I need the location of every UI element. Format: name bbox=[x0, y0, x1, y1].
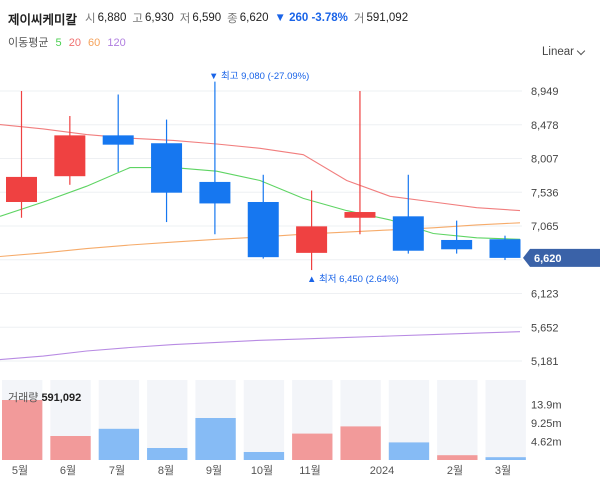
y-tick-label: 8,949 bbox=[531, 86, 559, 98]
moving-average-legend: 이동평균 5 20 60 120 bbox=[8, 34, 130, 50]
volume-value: 591,092 bbox=[366, 12, 409, 24]
candle-body bbox=[489, 239, 521, 258]
ma20-line bbox=[0, 124, 521, 212]
volume-bar bbox=[243, 452, 285, 460]
x-tick-label: 8월 bbox=[158, 464, 174, 477]
current-price-tag bbox=[523, 248, 600, 267]
ma-20-legend[interactable]: 20 bbox=[68, 37, 81, 49]
ma120-line bbox=[0, 331, 521, 361]
volume-column-bg bbox=[243, 380, 285, 460]
y-tick-label: 5,181 bbox=[531, 356, 559, 368]
close-label: 종 bbox=[227, 13, 238, 25]
volume-tick-label: 4.62m bbox=[531, 437, 562, 449]
ma-60-legend[interactable]: 60 bbox=[88, 37, 101, 49]
candle-body bbox=[151, 143, 183, 193]
volume-column-bg bbox=[437, 380, 478, 460]
open-label: 시 bbox=[85, 13, 96, 25]
low-value: 6,590 bbox=[192, 12, 222, 24]
volume-title: 거래량 591,092 bbox=[8, 389, 81, 405]
candle-body bbox=[296, 226, 328, 253]
stock-name: 제이씨케미칼 bbox=[8, 12, 78, 27]
open-value: 6,880 bbox=[97, 12, 127, 24]
high-value: 6,930 bbox=[144, 12, 174, 24]
y-tick-label: 8,007 bbox=[531, 154, 559, 166]
scale-dropdown[interactable]: Linear bbox=[542, 46, 586, 58]
x-tick-label: 9월 bbox=[206, 464, 222, 477]
volume-bar bbox=[98, 428, 140, 460]
ma-legend-label: 이동평균 bbox=[8, 37, 49, 49]
volume-title-value: 591,092 bbox=[41, 392, 82, 404]
high-label: 고 bbox=[132, 13, 143, 25]
min-price-annotation: ▲ 최저 6,450 (2.64%) bbox=[307, 274, 399, 285]
volume-bar bbox=[292, 433, 333, 460]
candle-body bbox=[392, 216, 424, 251]
volume-bar bbox=[50, 436, 91, 460]
volume-label: 거 bbox=[353, 13, 365, 25]
x-tick-label: 5월 bbox=[12, 464, 28, 477]
candle-body bbox=[102, 135, 134, 145]
x-tick-label: 3월 bbox=[495, 464, 511, 477]
volume-bar bbox=[340, 426, 381, 460]
candle-body bbox=[54, 135, 86, 177]
volume-column-bg bbox=[485, 380, 526, 460]
volume-column-bg bbox=[147, 380, 188, 460]
max-price-annotation: ▼ 최고 9,080 (-27.09%) bbox=[209, 71, 309, 82]
x-tick-label: 6월 bbox=[60, 464, 76, 477]
volume-tick-label: 9.25m bbox=[531, 418, 562, 430]
current-price-label: 6,620 bbox=[534, 253, 562, 265]
ma-5-legend[interactable]: 5 bbox=[55, 37, 62, 49]
volume-bar bbox=[388, 442, 430, 460]
x-tick-label: 10월 bbox=[251, 464, 273, 477]
price-change: ▼ 260 -3.78% bbox=[274, 12, 348, 24]
volume-title-label: 거래량 bbox=[8, 392, 39, 404]
y-tick-label: 5,652 bbox=[531, 322, 559, 334]
scale-label: Linear bbox=[542, 46, 574, 58]
y-tick-label: 7,536 bbox=[531, 187, 559, 199]
ma5-line bbox=[0, 167, 521, 240]
candle-body bbox=[247, 201, 279, 258]
stock-header: 제이씨케미칼 시 6,880 고 6,930 저 6,590 종 6,620 ▼… bbox=[8, 8, 414, 28]
x-tick-label: 11월 bbox=[299, 464, 321, 477]
x-tick-label: 2024 bbox=[370, 465, 394, 477]
ma-120-legend[interactable]: 120 bbox=[107, 37, 126, 49]
volume-bar bbox=[437, 455, 478, 460]
volume-bar bbox=[485, 457, 526, 460]
candle-body bbox=[344, 212, 376, 218]
candle-body bbox=[6, 176, 37, 202]
y-tick-label: 7,065 bbox=[531, 221, 559, 233]
x-tick-label: 7월 bbox=[109, 464, 125, 477]
volume-tick-label: 13.9m bbox=[531, 399, 562, 411]
volume-bar bbox=[147, 448, 188, 460]
y-tick-label: 6,123 bbox=[531, 289, 559, 301]
close-value: 6,620 bbox=[239, 12, 269, 24]
volume-bar bbox=[195, 418, 236, 460]
volume-bar bbox=[2, 400, 43, 460]
low-label: 저 bbox=[179, 13, 191, 25]
x-tick-label: 2월 bbox=[447, 464, 463, 477]
y-tick-label: 8,478 bbox=[531, 120, 559, 132]
candle-body bbox=[441, 239, 473, 250]
candle-body bbox=[199, 181, 231, 204]
